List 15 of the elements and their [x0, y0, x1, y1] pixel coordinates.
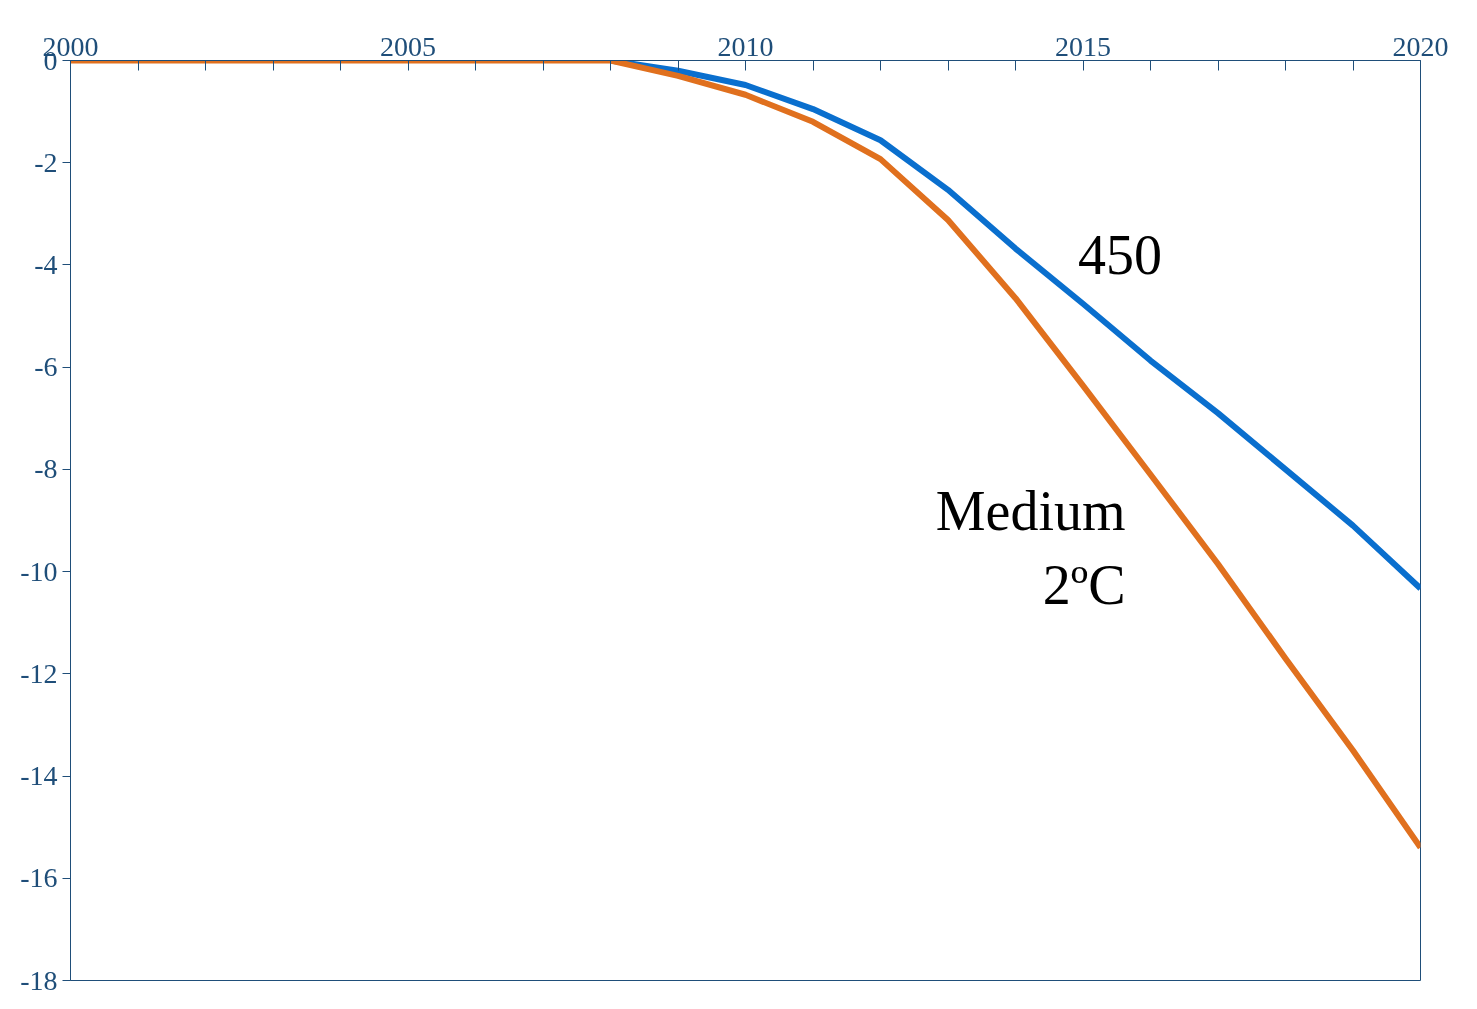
x-tick-label: 2020 — [1392, 30, 1449, 62]
y-tick-label: -10 — [20, 555, 58, 587]
series-label: Medium 2ºC — [935, 479, 1126, 616]
x-tick-label: 2005 — [380, 30, 436, 62]
y-tick-label: -12 — [20, 657, 58, 689]
x-tick-label: 2015 — [1055, 30, 1111, 62]
y-tick-label: -14 — [20, 760, 58, 792]
y-tick-label: -16 — [20, 862, 58, 894]
y-tick-label: -6 — [34, 351, 58, 383]
series-label: 450 — [1078, 223, 1162, 286]
y-tick-label: -4 — [34, 248, 58, 280]
y-tick-label: -2 — [34, 146, 58, 178]
y-tick-label: -8 — [34, 453, 58, 485]
y-tick-label: -18 — [20, 964, 58, 996]
x-tick-label: 2010 — [717, 30, 774, 62]
